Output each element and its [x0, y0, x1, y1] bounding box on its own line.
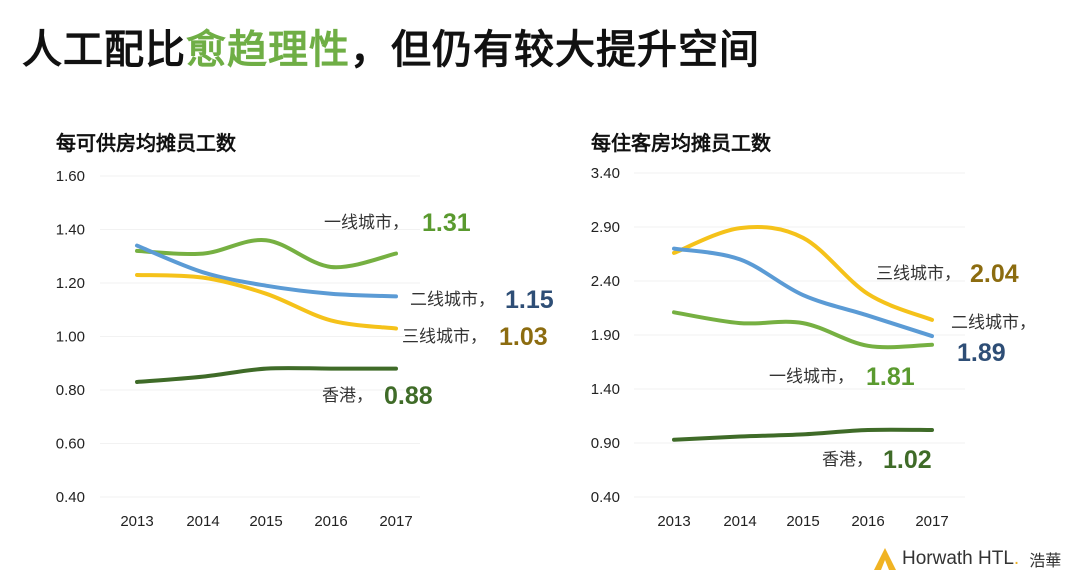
series-line — [135, 243, 398, 299]
data-label: 2.04 — [970, 260, 1019, 288]
y-tick-label: 0.40 — [56, 489, 85, 506]
x-tick-label: 2015 — [786, 513, 819, 530]
data-label: 1.03 — [499, 323, 548, 351]
x-tick-label: 2016 — [314, 513, 347, 530]
x-tick-label: 2017 — [379, 513, 412, 530]
series-name-label: 三线城市， — [876, 264, 961, 284]
series-name-label: 香港， — [322, 386, 373, 406]
x-tick-label: 2013 — [120, 513, 153, 530]
x-tick-label: 2015 — [249, 513, 282, 530]
logo-word: Horwath HTL. — [902, 548, 1020, 569]
logo-icon — [874, 548, 896, 570]
data-label: 1.31 — [422, 209, 471, 237]
y-tick-label: 2.90 — [591, 219, 620, 236]
series-name-label: 二线城市， — [951, 313, 1036, 333]
y-tick-label: 1.90 — [591, 327, 620, 344]
series-line — [672, 246, 934, 339]
x-tick-label: 2017 — [915, 513, 948, 530]
y-tick-label: 2.40 — [591, 273, 620, 290]
series-name-label: 香港， — [822, 450, 873, 470]
data-label: 1.02 — [883, 446, 932, 474]
series-name-label: 一线城市， — [769, 367, 854, 387]
series-line — [135, 238, 398, 270]
series-name-label: 一线城市， — [324, 213, 409, 233]
x-tick-label: 2013 — [657, 513, 690, 530]
series-name-label: 三线城市， — [402, 327, 487, 347]
brand-logo: Horwath HTL. 浩華 — [872, 544, 1061, 574]
y-tick-label: 0.90 — [591, 435, 620, 452]
data-label: 1.89 — [957, 339, 1006, 367]
series-name-label: 二线城市， — [410, 290, 495, 310]
y-tick-label: 3.40 — [591, 165, 620, 182]
title-highlight: 愈趋理性 — [186, 27, 350, 73]
x-tick-label: 2016 — [851, 513, 884, 530]
series-line — [672, 427, 934, 442]
y-tick-label: 1.40 — [56, 222, 85, 239]
title-part1: 人工配比 — [22, 27, 186, 73]
y-tick-label: 1.00 — [56, 329, 85, 346]
title-part2: ，但仍有较大提升空间 — [350, 27, 760, 73]
y-tick-label: 0.60 — [56, 436, 85, 453]
page-title: 人工配比愈趋理性，但仍有较大提升空间 — [22, 28, 760, 72]
series-line — [135, 366, 398, 384]
y-tick-label: 0.40 — [591, 489, 620, 506]
y-tick-label: 0.80 — [56, 382, 85, 399]
y-tick-label: 1.60 — [56, 168, 85, 185]
data-label: 1.15 — [505, 286, 554, 314]
series-line — [672, 310, 934, 350]
x-tick-label: 2014 — [723, 513, 756, 530]
y-tick-label: 1.40 — [591, 381, 620, 398]
left-chart-title: 每可供房均摊员工数 — [56, 131, 236, 155]
data-label: 1.81 — [866, 363, 915, 391]
series-line — [135, 272, 398, 331]
logo-chinese: 浩華 — [1029, 551, 1062, 570]
right-chart-title: 每住客房均摊员工数 — [591, 131, 771, 155]
x-tick-label: 2014 — [186, 513, 219, 530]
y-tick-label: 1.20 — [56, 275, 85, 292]
series-line — [672, 225, 934, 322]
data-label: 0.88 — [384, 382, 433, 410]
